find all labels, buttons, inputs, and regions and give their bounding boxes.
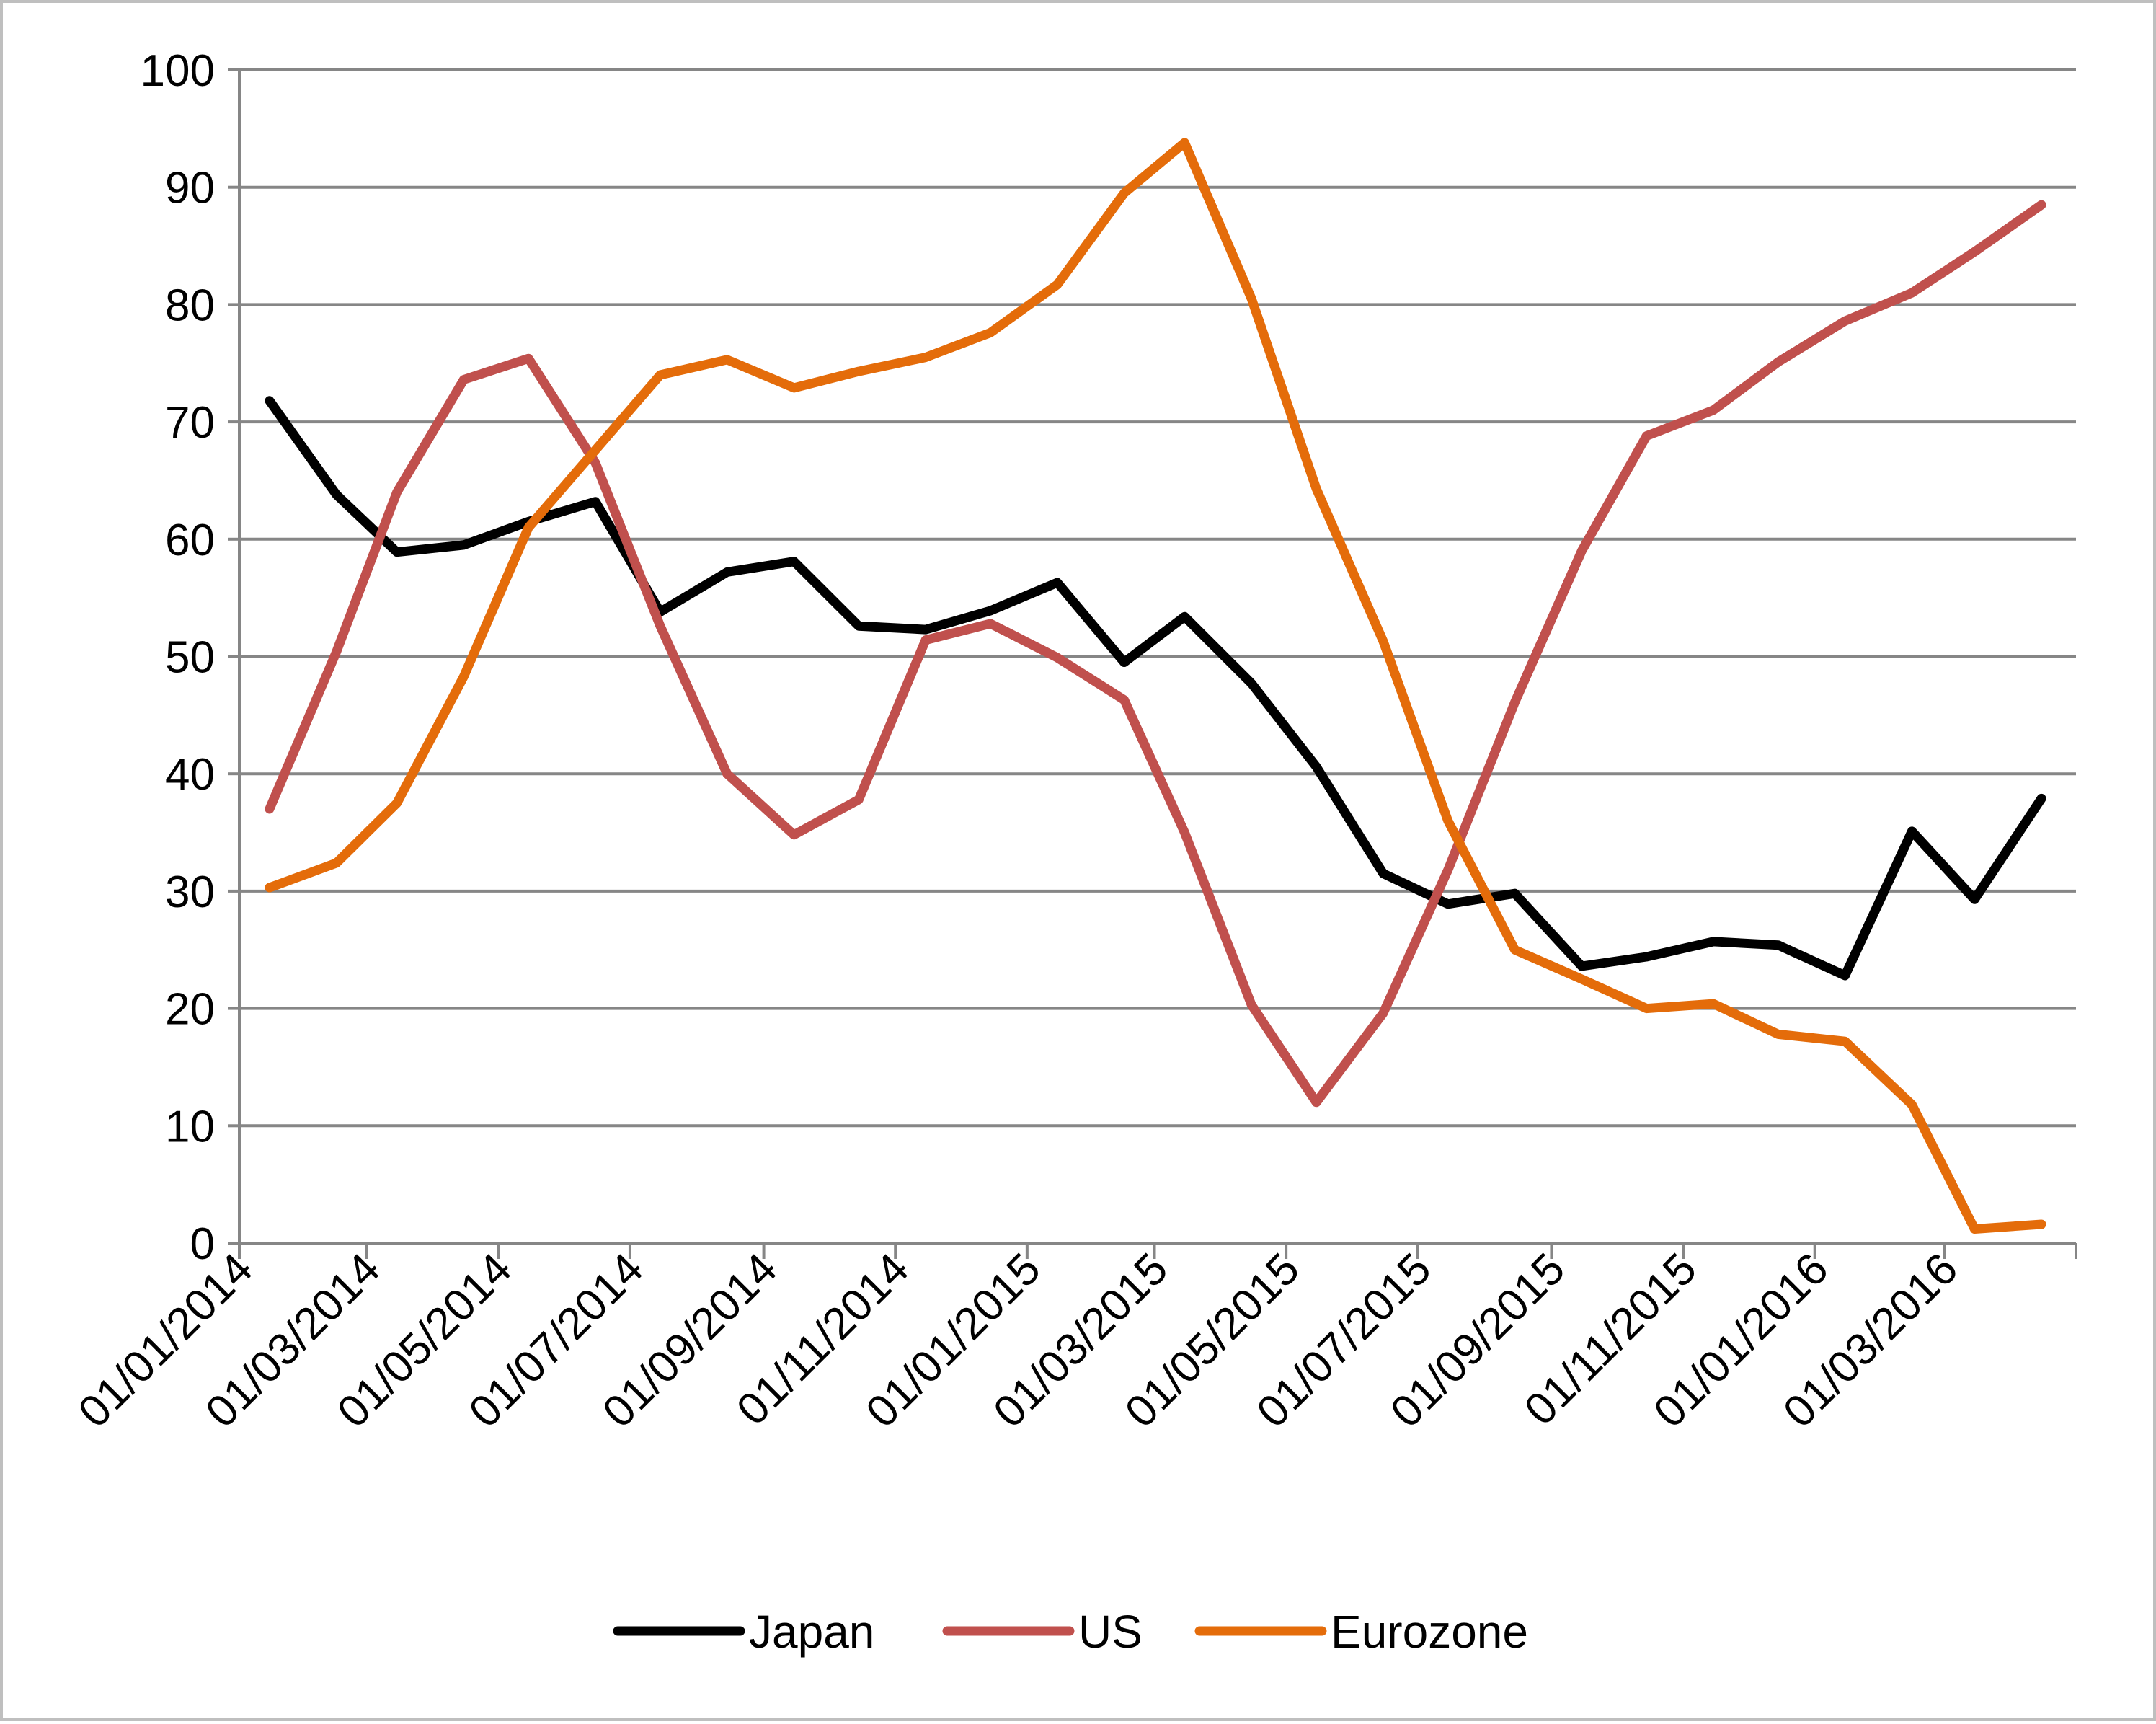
- series-line-eurozone: [265, 138, 2046, 1234]
- y-tick-label: 90: [165, 164, 215, 213]
- y-tick-label: 70: [165, 398, 215, 448]
- gridlines: [239, 68, 2076, 1128]
- series-lines: [265, 138, 2046, 1234]
- y-tick-label: 50: [165, 633, 215, 683]
- series-line-us: [265, 200, 2046, 1108]
- y-tick-label: 40: [165, 750, 215, 800]
- y-tick-label: 30: [165, 867, 215, 917]
- y-tick-label: 20: [165, 985, 215, 1035]
- y-tick-label: 80: [165, 280, 215, 330]
- x-axis-tick-labels: 01/01/201401/03/201401/05/201401/07/2014…: [69, 1244, 1968, 1437]
- legend-label-eurozone: Eurozone: [1331, 1606, 1528, 1658]
- y-tick-label: 10: [165, 1102, 215, 1151]
- line-chart: 0 10 20 30 40 50 60 70 80 90 100 01/01/201401/03/2…: [69, 46, 2077, 1658]
- axes: [228, 68, 2077, 1259]
- y-axis-tick-labels: 0 10 20 30 40 50 60 70 80 90 100: [141, 46, 215, 1269]
- legend-label-japan: Japan: [749, 1606, 874, 1658]
- legend-label-us: US: [1078, 1606, 1143, 1658]
- legend: Japan US Eurozone: [613, 1606, 1528, 1658]
- y-tick-label: 0: [190, 1219, 215, 1269]
- y-tick-label: 100: [141, 46, 215, 96]
- series-line-japan: [265, 396, 2046, 981]
- y-tick-label: 60: [165, 516, 215, 565]
